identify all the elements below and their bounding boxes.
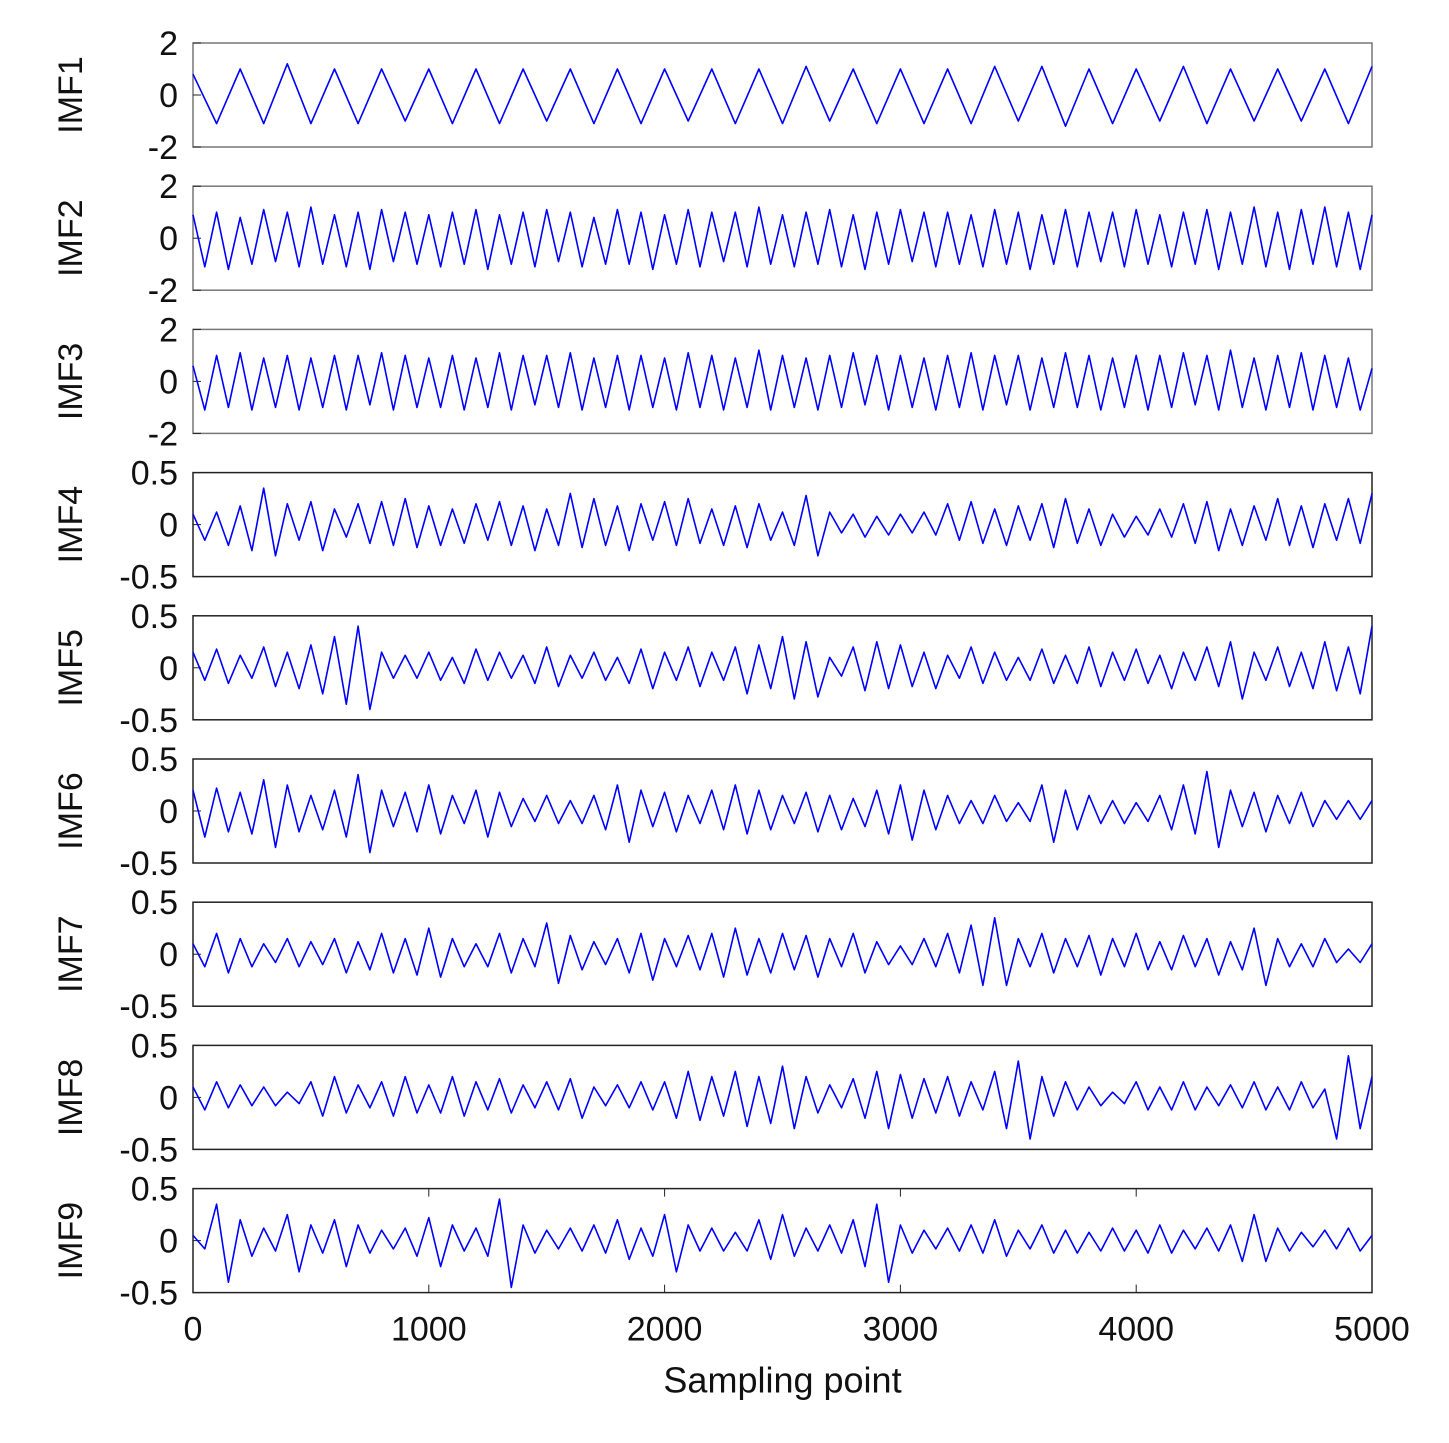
axes-frame <box>192 1187 1373 1294</box>
y-tick-label: 0.5 <box>131 455 178 493</box>
signal-line <box>192 206 1373 271</box>
axes-frame <box>192 185 1373 291</box>
signal-line <box>192 487 1373 557</box>
y-axis-label: IMF7 <box>52 915 90 992</box>
y-tick-label: 2 <box>159 311 178 349</box>
y-tick-label: 0.5 <box>131 884 178 922</box>
y-axis-label: IMF4 <box>52 486 90 563</box>
y-tick-label: -0.5 <box>119 1131 178 1169</box>
axes-frame <box>192 471 1373 578</box>
y-axis-label: IMF8 <box>52 1059 90 1136</box>
y-tick-label: 2 <box>159 168 178 206</box>
y-axis-label: IMF2 <box>52 199 90 276</box>
y-tick-label: -0.5 <box>119 559 178 597</box>
y-tick-label: -0.5 <box>119 1275 178 1313</box>
signal-line <box>192 349 1373 411</box>
x-tick-label: 2000 <box>627 1311 703 1349</box>
y-tick-label: 0 <box>159 507 178 545</box>
y-tick-label: -0.5 <box>119 702 178 740</box>
y-tick-label: 0.5 <box>131 598 178 636</box>
x-tick-label: 0 <box>184 1311 203 1349</box>
y-tick-label: 0 <box>159 1079 178 1117</box>
y-tick-label: 0 <box>159 77 178 115</box>
y-tick-label: -0.5 <box>119 845 178 883</box>
y-tick-label: -2 <box>148 129 178 167</box>
y-tick-label: 0 <box>159 936 178 974</box>
signal-line <box>192 625 1373 711</box>
signal-line <box>192 770 1373 854</box>
y-axis-label: IMF9 <box>52 1202 90 1279</box>
axes-frame <box>192 1044 1373 1151</box>
x-tick-label: 4000 <box>1098 1311 1174 1349</box>
y-tick-label: 0 <box>159 793 178 831</box>
y-tick-label: -2 <box>148 272 178 310</box>
y-tick-label: 0 <box>159 363 178 401</box>
signal-line <box>192 917 1373 987</box>
x-tick-label: 1000 <box>391 1311 467 1349</box>
y-axis-label: IMF5 <box>52 629 90 706</box>
axes-frame <box>192 901 1373 1007</box>
y-tick-label: 0 <box>159 220 178 258</box>
y-tick-label: 0.5 <box>131 1027 178 1065</box>
axes-frame <box>192 758 1373 864</box>
y-tick-label: 2 <box>159 25 178 63</box>
y-tick-label: 0.5 <box>131 1171 178 1209</box>
axes-frame <box>192 328 1373 435</box>
signal-line <box>192 63 1373 127</box>
y-axis-label: IMF3 <box>52 343 90 420</box>
y-tick-label: -2 <box>148 415 178 453</box>
signal-line <box>192 1055 1373 1140</box>
y-axis-label: IMF1 <box>52 56 90 133</box>
signal-line <box>192 1198 1373 1289</box>
y-tick-label: 0 <box>159 1223 178 1261</box>
axes-frame <box>192 42 1373 148</box>
x-tick-label: 3000 <box>863 1311 939 1349</box>
y-tick-label: -0.5 <box>119 988 178 1026</box>
y-axis-label: IMF6 <box>52 772 90 849</box>
x-axis-label: Sampling point <box>663 1360 901 1401</box>
y-tick-label: 0 <box>159 650 178 688</box>
x-tick-label: 5000 <box>1334 1311 1410 1349</box>
y-tick-label: 0.5 <box>131 741 178 779</box>
